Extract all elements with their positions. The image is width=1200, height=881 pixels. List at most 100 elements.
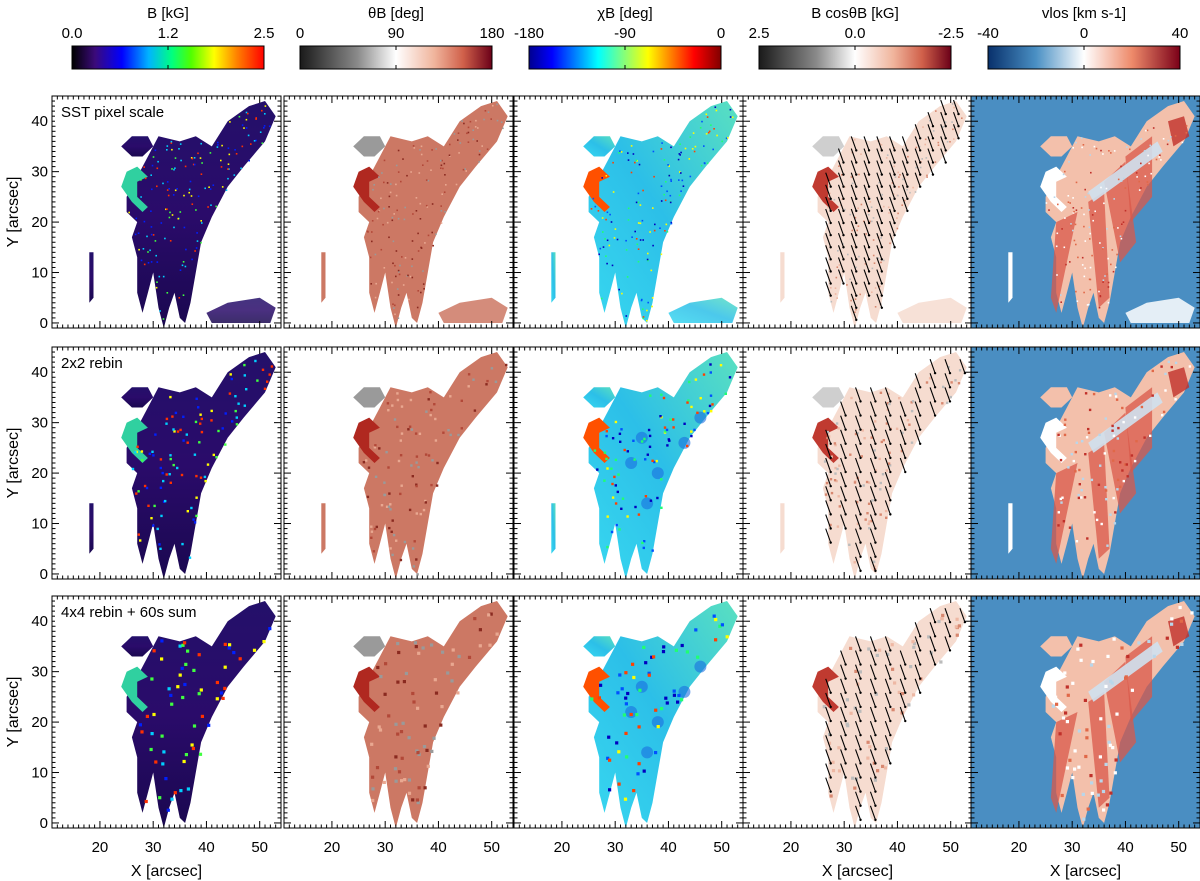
map-pixel (1116, 437, 1119, 440)
field-arrow-head (829, 762, 832, 765)
map-pixel (486, 379, 489, 383)
map-pixel (1075, 243, 1077, 246)
field-arrow (884, 692, 891, 708)
map-pixel (902, 178, 904, 181)
map-pixel (184, 165, 187, 168)
western-sliver (780, 503, 785, 554)
colorbar-tick-label: -40 (977, 25, 999, 42)
map-pixel (654, 223, 656, 226)
map-pixel (1129, 148, 1131, 151)
south-region (897, 297, 967, 323)
map-pixel (375, 282, 377, 285)
map-pixel (411, 258, 414, 260)
map-pixel (1113, 522, 1117, 525)
map-pixel (199, 476, 203, 479)
map-pixel (590, 697, 594, 701)
field-arrow (876, 281, 883, 296)
map-pixel (639, 239, 642, 241)
map-pixel (850, 176, 853, 178)
map-pixel (678, 153, 681, 155)
map-pixel (613, 237, 616, 239)
field-arrow-head (906, 173, 909, 176)
map-pixel (1064, 418, 1067, 421)
map-pixel (156, 527, 159, 531)
map-pixel (399, 492, 402, 496)
map-pixel (617, 473, 620, 476)
map-pixel (909, 191, 911, 194)
map-pixel (866, 756, 870, 760)
map-pixel (660, 506, 663, 509)
map-pixel (644, 458, 647, 461)
chi-patch (678, 685, 691, 698)
field-arrow-head (867, 233, 871, 237)
row-label-background (55, 100, 182, 122)
panel-B-row1: SST pixel scale (51, 95, 282, 329)
field-arrow (869, 443, 876, 459)
field-arrow-head (859, 484, 862, 488)
field-arrow-head (874, 527, 877, 530)
map-pixel (467, 126, 470, 129)
map-pixel (635, 238, 638, 240)
map-pixel (200, 173, 203, 175)
map-pixel (198, 752, 203, 756)
map-pixel (618, 673, 622, 677)
colorbar-tick-label: 90 (388, 25, 405, 42)
map-pixel (483, 118, 485, 121)
map-pixel (1089, 154, 1091, 156)
map-pixel (488, 643, 492, 647)
map-pixel (670, 221, 673, 224)
south-region (668, 297, 738, 323)
map-pixel (1102, 248, 1104, 250)
map-pixel (855, 500, 859, 504)
field-arrow (850, 233, 857, 248)
map-pixel (883, 205, 885, 208)
map-pixel (937, 141, 940, 144)
map-pixel (1106, 273, 1108, 275)
map-pixel (601, 217, 604, 219)
field-arrow-head (859, 719, 862, 723)
map-pixel (392, 533, 396, 537)
map-pixel (394, 304, 396, 307)
map-pixel (229, 373, 232, 376)
map-pixel (427, 179, 430, 182)
map-pixel (394, 755, 398, 759)
field-arrow-head (874, 776, 877, 779)
field-arrow-head (829, 258, 832, 261)
map-pixel (1097, 483, 1101, 486)
map-pixel (1115, 266, 1117, 269)
map-pixel (642, 769, 646, 773)
field-arrow-head (906, 197, 909, 201)
field-arrow (837, 196, 845, 212)
map-pixel (888, 402, 891, 406)
south-region (438, 297, 508, 323)
map-pixel (835, 479, 838, 483)
map-pixel (150, 174, 152, 176)
map-pixel (433, 403, 436, 406)
field-arrow (850, 172, 857, 187)
map-pixel (204, 187, 206, 190)
map-pixel (678, 194, 681, 197)
map-pixel (490, 118, 492, 120)
field-arrow-head (829, 233, 832, 237)
map-pixel (389, 191, 392, 194)
map-pixel (676, 700, 680, 704)
map-pixel (436, 461, 439, 465)
field-arrows (825, 358, 967, 573)
map-pixel (874, 287, 877, 289)
map-pixel (1123, 177, 1125, 180)
map-pixel (1103, 452, 1106, 455)
western-sliver (321, 252, 326, 303)
map-pixel (680, 172, 682, 174)
map-pixel (403, 778, 407, 782)
map-pixel (1135, 440, 1138, 443)
map-pixel (1089, 663, 1094, 667)
map-pixel (1133, 416, 1137, 419)
y-tick-label: 10 (31, 265, 48, 282)
map-pixel (404, 671, 408, 676)
map-pixel (694, 145, 697, 148)
map-pixel (1112, 449, 1116, 453)
magnetic-region (817, 352, 967, 579)
map-pixel (374, 296, 377, 299)
map-pixel (1152, 127, 1155, 129)
map-pixel (1122, 221, 1125, 223)
